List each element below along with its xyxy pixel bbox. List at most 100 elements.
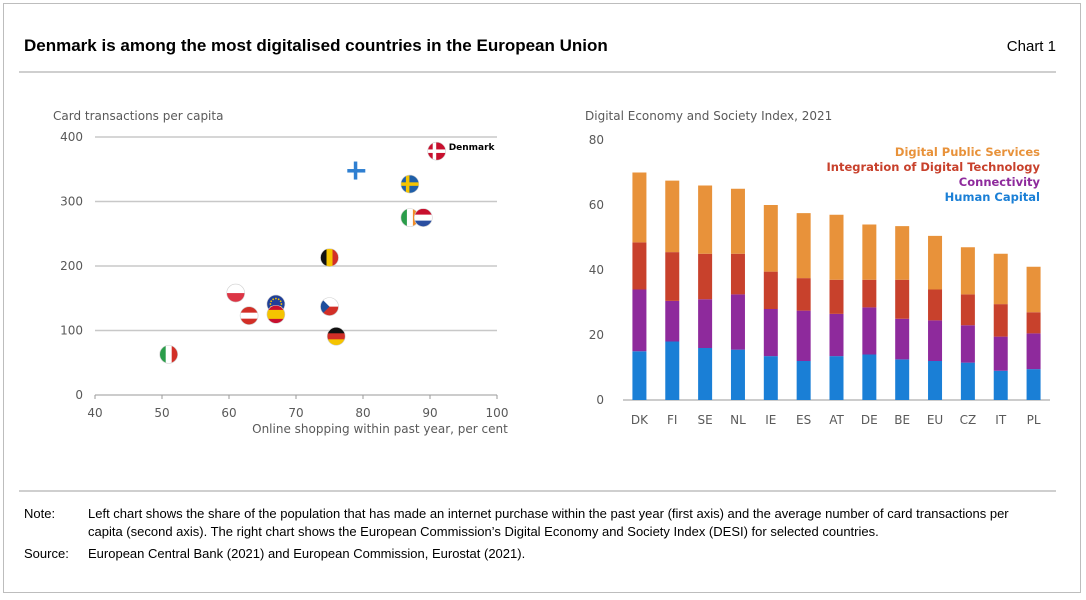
x-tick-label: SE xyxy=(698,413,713,427)
scatter-point-finland xyxy=(347,161,366,180)
x-tick-label: ES xyxy=(796,413,811,427)
x-tick-label: FI xyxy=(667,413,677,427)
y-tick-label: 80 xyxy=(589,133,604,147)
point-label: Denmark xyxy=(449,143,496,153)
x-tick-label: 90 xyxy=(422,406,437,420)
bar-segment-human-capital xyxy=(862,354,877,400)
bar-segment-human-capital xyxy=(928,361,943,400)
bar-stack-se xyxy=(698,185,713,400)
bar-segment-integration-of-digital-technology xyxy=(862,279,877,308)
scatter-point-denmark: Denmark xyxy=(427,141,496,161)
scatter-point-belgium xyxy=(320,248,339,267)
bar-segment-human-capital xyxy=(895,359,910,400)
y-tick-label: 20 xyxy=(589,328,604,342)
y-tick-label: 300 xyxy=(60,195,83,209)
bar-segment-digital-public-services xyxy=(730,188,745,254)
bar-stack-ie xyxy=(763,205,778,400)
page-title: Denmark is among the most digitalised co… xyxy=(24,36,608,55)
bar-segment-integration-of-digital-technology xyxy=(829,279,844,314)
bar-segment-integration-of-digital-technology xyxy=(698,253,713,300)
bar-segment-human-capital xyxy=(665,341,680,400)
bar-segment-digital-public-services xyxy=(895,226,910,280)
scatter-point-czech-republic xyxy=(320,297,339,316)
bar-stack-eu xyxy=(928,235,943,400)
scatter-x-axis-label: Online shopping within past year, per ce… xyxy=(252,422,508,436)
bar-segment-human-capital xyxy=(730,349,745,400)
x-tick-label: 40 xyxy=(87,406,102,420)
note-label: Note: xyxy=(24,506,56,521)
x-tick-label: AT xyxy=(829,413,844,427)
bar-segment-human-capital xyxy=(960,362,975,400)
bar-stack-pl xyxy=(1026,266,1041,400)
bar-segment-connectivity xyxy=(862,307,877,355)
bar-segment-human-capital xyxy=(632,351,647,400)
bar-segment-connectivity xyxy=(763,309,778,357)
x-tick-label: BE xyxy=(894,413,910,427)
y-tick-label: 0 xyxy=(596,393,604,407)
chart-number: Chart 1 xyxy=(1006,38,1056,55)
y-tick-label: 60 xyxy=(589,198,604,212)
bar-segment-human-capital xyxy=(1026,369,1041,400)
bar-segment-human-capital xyxy=(763,356,778,400)
x-tick-label: 50 xyxy=(154,406,169,420)
chart-frame xyxy=(3,3,1081,593)
bar-segment-human-capital xyxy=(698,348,713,400)
source-text: European Central Bank (2021) and Europea… xyxy=(88,546,526,561)
note-text: Left chart shows the share of the popula… xyxy=(88,506,1009,539)
bar-segment-connectivity xyxy=(960,325,975,363)
bar-stacks xyxy=(632,172,1041,400)
notes-section: Note: Left chart shows the share of the … xyxy=(24,505,1044,563)
bar-segment-connectivity xyxy=(829,313,844,357)
bar-segment-integration-of-digital-technology xyxy=(960,294,975,326)
bar-segment-human-capital xyxy=(796,361,811,400)
bar-segment-digital-public-services xyxy=(1026,266,1041,313)
x-tick-label: IE xyxy=(765,413,776,427)
scatter-chart: Card transactions per capita 0 100 200 300 4… xyxy=(53,109,508,436)
bar-segment-connectivity xyxy=(895,318,910,360)
bar-segment-digital-public-services xyxy=(665,180,680,253)
y-tick-label: 200 xyxy=(60,259,83,273)
bar-stack-fi xyxy=(665,180,680,400)
x-tick-label: CZ xyxy=(960,413,977,427)
y-tick-label: 0 xyxy=(75,388,83,402)
bar-segment-integration-of-digital-technology xyxy=(928,289,943,321)
source-label: Source: xyxy=(24,546,69,561)
bar-segment-digital-public-services xyxy=(763,205,778,272)
legend-entry: Digital Public Services xyxy=(895,145,1040,159)
scatter-point-poland xyxy=(226,283,245,303)
bar-segment-digital-public-services xyxy=(993,253,1008,305)
bar-segment-connectivity xyxy=(698,299,713,348)
bar-stack-es xyxy=(796,213,811,400)
bar-segment-integration-of-digital-technology xyxy=(730,253,745,295)
bar-chart-title: Digital Economy and Society Index, 2021 xyxy=(585,109,832,123)
x-tick-label: PL xyxy=(1027,413,1041,427)
bar-segment-digital-public-services xyxy=(829,214,844,280)
bar-segment-connectivity xyxy=(730,294,745,350)
bar-segment-connectivity xyxy=(632,289,647,352)
x-tick-label: DE xyxy=(861,413,878,427)
scatter-point-sweden xyxy=(400,174,420,194)
y-tick-label: 100 xyxy=(60,324,83,338)
bar-segment-integration-of-digital-technology xyxy=(895,279,910,319)
top-divider xyxy=(19,71,1056,73)
bar-segment-integration-of-digital-technology xyxy=(1026,312,1041,334)
scatter-point-austria xyxy=(239,306,259,325)
y-tick-label: 40 xyxy=(589,263,604,277)
x-tick-label: 60 xyxy=(221,406,236,420)
bar-segment-integration-of-digital-technology xyxy=(665,252,680,301)
x-tick-label: 100 xyxy=(486,406,509,420)
bar-segment-connectivity xyxy=(1026,333,1041,370)
bottom-divider xyxy=(19,490,1056,492)
bar-segment-integration-of-digital-technology xyxy=(796,278,811,311)
bar-segment-digital-public-services xyxy=(796,213,811,279)
bar-stack-nl xyxy=(730,188,745,400)
bar-stack-de xyxy=(862,224,877,400)
x-tick-label: 80 xyxy=(355,406,370,420)
x-tick-label: 70 xyxy=(288,406,303,420)
scatter-axes: 0 100 200 300 400 40 50 60 70 80 90 100 xyxy=(60,130,508,420)
bar-segment-integration-of-digital-technology xyxy=(632,242,647,290)
scatter-point-italy xyxy=(159,345,178,364)
bar-stack-at xyxy=(829,214,844,400)
bar-segment-digital-public-services xyxy=(960,247,975,295)
